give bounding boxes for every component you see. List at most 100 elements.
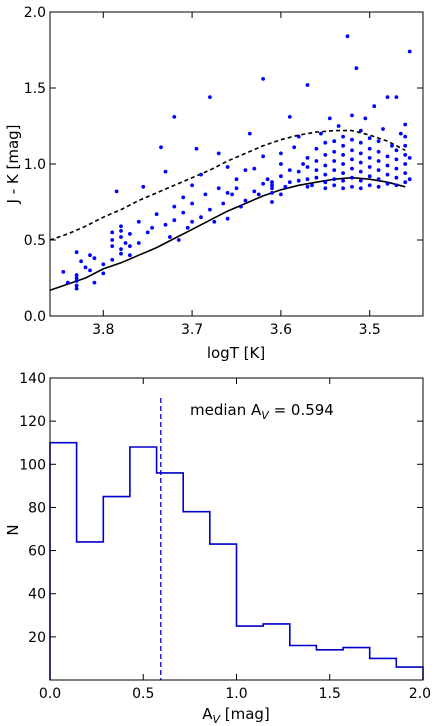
- data-point: [323, 180, 328, 185]
- data-point: [212, 219, 217, 224]
- data-point: [181, 210, 186, 215]
- data-point: [345, 34, 350, 39]
- x-tick-label: 1.0: [225, 686, 247, 702]
- data-point: [88, 268, 92, 273]
- data-point: [234, 186, 239, 191]
- scatter-plot-area: [50, 12, 423, 316]
- data-point: [376, 168, 381, 173]
- histogram-panel: 0.0 0.5 1.0 1.5 2.0 20 40 60 80 100 120 140 median…: [4, 371, 431, 726]
- data-point: [101, 262, 106, 267]
- data-point: [141, 184, 146, 189]
- data-point: [279, 174, 283, 179]
- data-point: [261, 181, 265, 186]
- data-point: [88, 253, 92, 258]
- data-point: [403, 180, 408, 185]
- data-point: [243, 168, 248, 173]
- data-point: [119, 247, 123, 252]
- histogram-y-axis-label: N: [4, 524, 22, 535]
- data-point: [279, 192, 283, 197]
- x-tick-label: 3.8: [92, 322, 114, 338]
- dashed-model-line: [49, 129, 406, 241]
- median-annotation: median AV = 0.594: [190, 401, 334, 422]
- y-tick-label: 2.0: [24, 5, 46, 21]
- y-tick-label: 120: [19, 414, 46, 430]
- x-tick-label: 3.6: [270, 322, 292, 338]
- data-point: [314, 159, 319, 163]
- data-point: [287, 168, 292, 173]
- data-point: [119, 251, 123, 256]
- x-tick-label: 0.0: [39, 686, 61, 702]
- data-point: [341, 143, 345, 148]
- data-point: [394, 157, 399, 162]
- data-point: [385, 95, 390, 99]
- data-point: [301, 162, 305, 166]
- data-point: [234, 177, 239, 182]
- data-point: [163, 169, 168, 174]
- data-point: [181, 195, 186, 200]
- data-point: [279, 151, 283, 156]
- data-point: [350, 184, 354, 189]
- data-point: [79, 259, 83, 264]
- scatter-x-axis-label: logT [K]: [207, 344, 265, 362]
- data-point: [403, 162, 408, 166]
- data-point: [354, 66, 359, 71]
- data-point: [332, 159, 337, 163]
- data-point: [358, 140, 363, 145]
- data-point: [190, 201, 195, 206]
- data-point: [358, 186, 363, 191]
- x-tick-label: 3.5: [359, 322, 381, 338]
- data-point: [358, 178, 363, 183]
- data-point: [185, 225, 190, 230]
- data-point: [110, 244, 115, 249]
- data-point: [256, 192, 261, 197]
- data-point: [110, 257, 115, 262]
- data-point: [403, 122, 408, 127]
- y-tick-label: 20: [28, 630, 46, 646]
- data-point: [341, 134, 345, 139]
- histogram-plot-area: [50, 378, 423, 680]
- data-point: [350, 113, 354, 118]
- data-point: [150, 225, 155, 230]
- data-point: [376, 177, 381, 182]
- data-point: [270, 183, 274, 188]
- data-point: [119, 229, 123, 233]
- data-point: [283, 184, 288, 189]
- data-point: [314, 146, 319, 151]
- data-point: [287, 180, 292, 185]
- data-point: [74, 250, 79, 255]
- data-point: [358, 128, 363, 133]
- data-point: [394, 183, 399, 188]
- data-point: [261, 77, 265, 81]
- data-point: [323, 140, 328, 145]
- data-point: [225, 216, 230, 221]
- data-point: [323, 163, 328, 168]
- data-point: [367, 165, 372, 169]
- data-point: [208, 95, 212, 99]
- data-point: [323, 172, 328, 177]
- histogram-steps: [49, 441, 424, 680]
- data-point: [163, 222, 168, 227]
- data-point: [323, 153, 328, 157]
- scatter-panel: 3.8 3.7 3.6 3.5 0.0 0.5 1.0 1.5 2.0 logT [K] J …: [4, 5, 424, 362]
- data-point: [341, 186, 345, 191]
- data-point: [385, 181, 390, 186]
- data-point: [225, 191, 230, 195]
- data-point: [230, 192, 235, 197]
- data-point: [119, 224, 123, 229]
- data-point: [216, 186, 221, 191]
- data-point: [332, 177, 337, 182]
- data-point: [376, 184, 381, 189]
- data-point: [145, 230, 150, 235]
- histogram-y-ticks: 20 40 60 80 100 120 140: [19, 371, 423, 646]
- data-point: [287, 115, 292, 119]
- data-point: [61, 270, 66, 274]
- data-point: [385, 163, 390, 168]
- data-point: [358, 169, 363, 174]
- data-point: [159, 145, 163, 150]
- data-point: [403, 153, 408, 157]
- data-point: [172, 115, 177, 119]
- data-point: [390, 143, 394, 148]
- data-point: [127, 232, 132, 236]
- data-point: [305, 184, 310, 189]
